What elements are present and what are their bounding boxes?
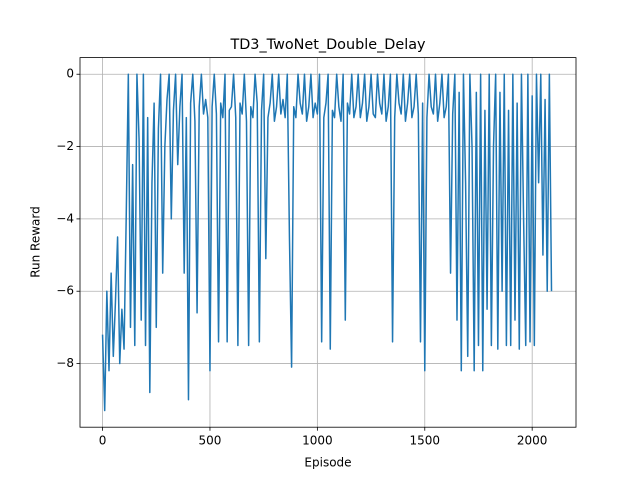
y-tick-label: 0	[66, 67, 74, 81]
y-tick-label: −4	[56, 211, 74, 225]
y-axis-label: Run Reward	[29, 206, 43, 278]
x-tick-label: 0	[99, 434, 107, 448]
x-tick-label: 2000	[517, 434, 548, 448]
x-axis-label: Episode	[304, 456, 351, 470]
data-line	[101, 73, 553, 412]
y-tick-label: −8	[56, 356, 74, 370]
x-tick-label: 500	[199, 434, 222, 448]
chart-title: TD3_TwoNet_Double_Delay	[229, 37, 426, 53]
axes-frame	[79, 57, 577, 428]
y-tick-label: −6	[56, 284, 74, 298]
y-tick-label: −2	[56, 139, 74, 153]
x-tick-label: 1500	[409, 434, 440, 448]
x-tick-label: 1000	[302, 434, 333, 448]
